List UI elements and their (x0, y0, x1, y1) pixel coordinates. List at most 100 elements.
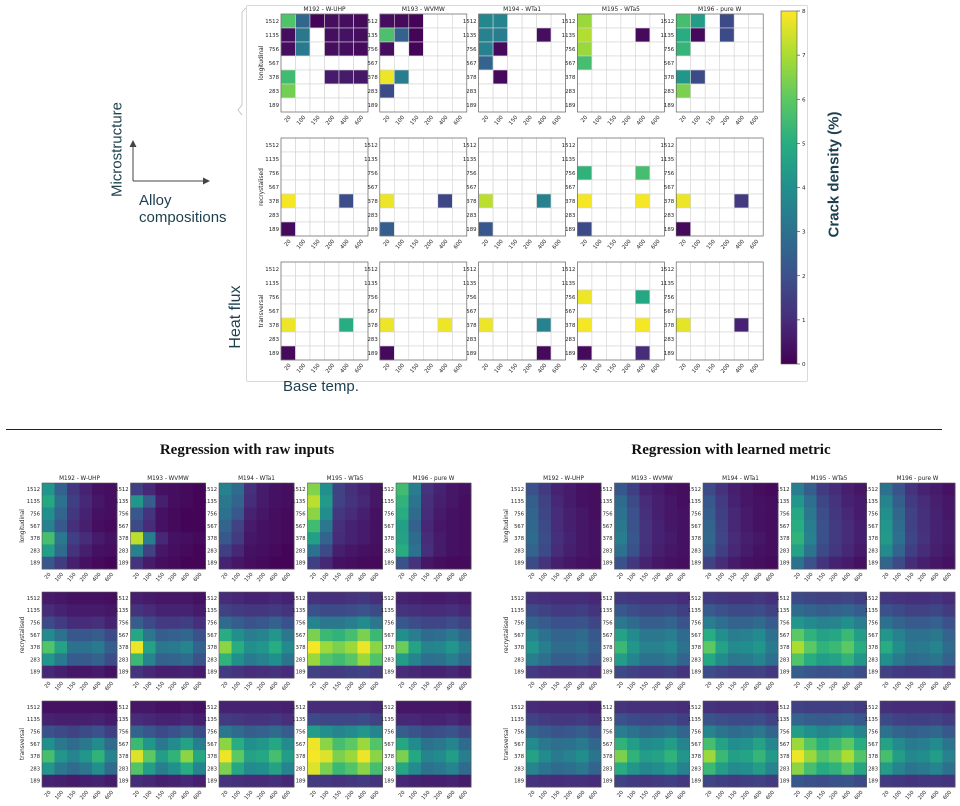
learned-cell (526, 628, 539, 642)
raw-cell (244, 556, 257, 570)
measured-cell (521, 193, 537, 209)
measured-microstructure-label: recrystalised (259, 168, 265, 206)
learned-cell (703, 556, 716, 570)
raw-cell (104, 713, 118, 726)
raw-cell (357, 701, 371, 714)
measured-cell (606, 275, 622, 291)
raw-cell (357, 519, 371, 533)
measured-x-tick-label: 150 (409, 362, 421, 374)
raw-cell (269, 725, 282, 739)
measured-cell (478, 27, 494, 43)
learned-y-tick-label: 1512 (776, 705, 789, 711)
learned-cell (538, 604, 552, 617)
learned-cell (576, 628, 589, 642)
measured-cell (408, 261, 424, 277)
learned-y-tick-label: 756 (691, 512, 701, 518)
raw-cell (281, 592, 295, 605)
measured-cell (507, 275, 523, 291)
measured-cell (719, 275, 735, 291)
measured-cell (704, 303, 721, 319)
measured-y-tick-label: 189 (269, 103, 280, 109)
raw-cell (155, 774, 169, 788)
learned-cell (728, 592, 741, 605)
raw-cell (180, 641, 194, 654)
learned-cell (526, 774, 539, 788)
measured-x-tick-label: 20 (481, 238, 490, 248)
learned-cell (930, 713, 943, 726)
measured-y-tick-label: 567 (368, 309, 378, 315)
raw-x-tick-label: 150 (421, 681, 432, 692)
raw-cell (307, 725, 321, 739)
learned-cell (765, 592, 779, 605)
learned-y-tick-label: 1135 (776, 499, 789, 505)
learned-x-tick-label: 600 (677, 681, 688, 692)
raw-y-tick-label: 567 (30, 742, 40, 748)
learned-cell (563, 556, 577, 570)
raw-cell (79, 725, 93, 739)
learned-cell (804, 507, 817, 521)
learned-cell (740, 544, 754, 558)
measured-y-tick-label: 283 (368, 337, 378, 343)
raw-cell (370, 713, 383, 726)
measured-cell (748, 317, 764, 333)
measured-y-tick-label: 283 (664, 337, 674, 343)
learned-cell (942, 737, 956, 751)
learned-cell (765, 532, 779, 545)
learned-y-tick-label: 283 (514, 657, 524, 663)
measured-cell (379, 331, 395, 347)
measured-y-tick-label: 756 (269, 171, 280, 177)
raw-cell (104, 592, 118, 605)
raw-cell (370, 762, 383, 776)
learned-cell (917, 737, 931, 751)
raw-frame (218, 482, 295, 570)
learned-cell (930, 507, 943, 521)
raw-cell (67, 483, 80, 496)
raw-x-tick-label: 600 (104, 572, 115, 583)
learned-y-tick-label: 756 (780, 730, 790, 736)
measured-cell (635, 345, 651, 361)
raw-cell (42, 653, 55, 667)
measured-cell (536, 331, 552, 347)
learned-cell (703, 604, 716, 617)
measured-cell (324, 13, 340, 29)
learned-cell (942, 653, 956, 667)
raw-y-tick-label: 189 (119, 561, 129, 567)
measured-cell (451, 179, 468, 195)
raw-cell (104, 701, 118, 714)
learned-cell (703, 592, 716, 605)
learned-x-tick-label: 400 (664, 681, 675, 692)
raw-x-tick-label: 200 (79, 572, 90, 583)
measured-cell (733, 207, 750, 223)
raw-cell (281, 616, 295, 630)
learned-x-tick-label: 20 (882, 790, 891, 799)
learned-cell (829, 713, 842, 726)
raw-cell (79, 532, 93, 545)
learned-y-tick-label: 378 (603, 536, 613, 542)
raw-x-tick-label: 150 (67, 572, 78, 583)
raw-cell (244, 762, 257, 776)
learned-cell (791, 532, 805, 545)
measured-y-tick-label: 567 (565, 185, 575, 191)
raw-cell (244, 641, 257, 654)
raw-cell (42, 556, 55, 570)
raw-cell (281, 507, 295, 521)
measured-frame (379, 13, 468, 113)
learned-cell (740, 725, 754, 739)
raw-cell (193, 762, 206, 776)
learned-cell (627, 641, 640, 654)
learned-cell (829, 507, 842, 521)
raw-microstructure-label: recrystalised (20, 616, 26, 653)
raw-cell (433, 762, 447, 776)
raw-cell (143, 762, 156, 776)
measured-cell (690, 179, 706, 195)
measured-cell (620, 165, 636, 181)
learned-cell (627, 701, 640, 714)
raw-y-tick-label: 756 (384, 512, 394, 518)
raw-cell (458, 519, 472, 533)
raw-cell (67, 544, 80, 558)
learned-y-tick-label: 189 (514, 561, 524, 567)
raw-cell (219, 653, 232, 667)
raw-cell (446, 737, 459, 751)
measured-cell (492, 261, 508, 277)
measured-y-tick-label: 189 (565, 227, 576, 233)
